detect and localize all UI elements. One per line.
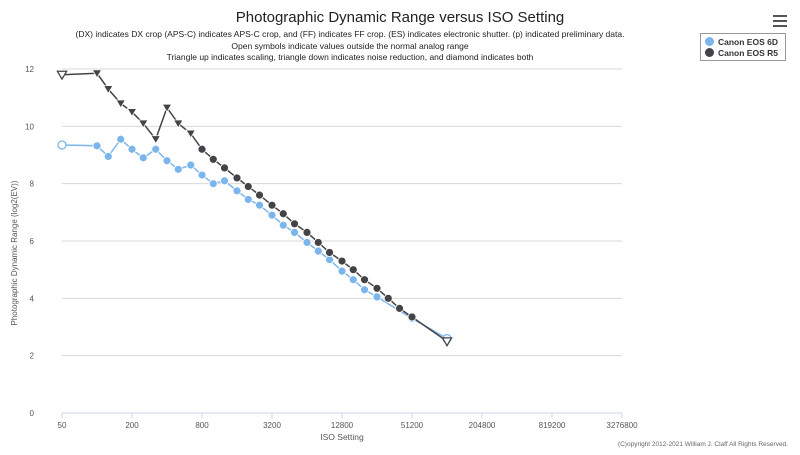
data-point-canon-eos-6d xyxy=(127,144,137,154)
data-point-canon-eos-r5 xyxy=(337,256,347,266)
series-line-canon-eos-6d xyxy=(61,138,448,340)
x-axis-title: ISO Setting xyxy=(320,432,364,442)
data-point-canon-eos-r5 xyxy=(137,119,149,129)
data-point-canon-eos-r5 xyxy=(325,248,334,257)
data-point-canon-eos-6d xyxy=(337,266,347,276)
data-point-canon-eos-r5 xyxy=(197,144,207,154)
x-tick-label: 200 xyxy=(125,421,139,430)
data-point-canon-eos-6d xyxy=(173,164,183,174)
x-tick-label: 3276800 xyxy=(606,421,638,430)
data-point-canon-eos-r5 xyxy=(255,190,264,200)
data-point-canon-eos-6d xyxy=(232,186,242,196)
data-point-canon-eos-6d xyxy=(313,246,323,256)
series-canon-eos-6d xyxy=(57,134,452,344)
copyright-notice: (C)opyright 2012-2021 William J. Claff A… xyxy=(617,441,788,448)
data-point-canon-eos-r5 xyxy=(56,70,68,81)
data-point-canon-eos-6d xyxy=(116,134,126,144)
data-point-canon-eos-r5 xyxy=(302,227,312,237)
chart-legend: Canon EOS 6D Canon EOS R5 xyxy=(700,33,786,61)
legend-label-canon-eos-r5: Canon EOS R5 xyxy=(718,47,778,58)
data-point-canon-eos-r5 xyxy=(313,238,323,247)
y-tick-label: 8 xyxy=(30,180,35,189)
data-point-canon-eos-r5 xyxy=(208,154,218,164)
data-point-canon-eos-r5 xyxy=(407,312,417,322)
legend-item-canon-eos-6d[interactable]: Canon EOS 6D xyxy=(705,36,778,47)
chart-subtitle-line-2: Open symbols indicate values outside the… xyxy=(231,41,469,51)
data-point-canon-eos-6d xyxy=(186,160,196,170)
data-point-canon-eos-r5 xyxy=(172,119,184,129)
data-point-canon-eos-r5 xyxy=(360,275,369,285)
legend-label-canon-eos-6d: Canon EOS 6D xyxy=(718,36,778,47)
data-point-canon-eos-r5 xyxy=(372,283,382,293)
data-point-canon-eos-6d xyxy=(151,144,161,154)
data-point-canon-eos-6d xyxy=(103,152,113,161)
chart-subtitle-line-1: (DX) indicates DX crop (APS-C) indicates… xyxy=(75,29,625,39)
hamburger-menu-icon[interactable] xyxy=(772,13,788,27)
data-point-canon-eos-6d xyxy=(302,238,312,247)
y-axis-title: Photographic Dynamic Range (log2(EV)) xyxy=(10,180,19,325)
y-tick-label: 2 xyxy=(30,352,35,361)
x-tick-label: 3200 xyxy=(263,421,281,430)
data-point-canon-eos-r5 xyxy=(232,173,242,183)
x-tick-label: 204800 xyxy=(469,421,496,430)
data-point-canon-eos-6d xyxy=(278,220,288,230)
data-point-canon-eos-6d xyxy=(138,153,148,163)
data-point-canon-eos-r5 xyxy=(126,108,138,118)
legend-swatch-canon-eos-6d xyxy=(705,37,714,46)
data-point-canon-eos-6d xyxy=(220,176,229,186)
data-point-canon-eos-6d xyxy=(360,285,369,295)
y-tick-label: 10 xyxy=(25,122,34,131)
y-tick-label: 0 xyxy=(30,409,35,418)
data-point-canon-eos-r5 xyxy=(220,163,229,173)
y-tick-label: 4 xyxy=(30,294,35,303)
x-tick-label: 50 xyxy=(58,421,67,430)
data-point-canon-eos-r5 xyxy=(243,182,253,191)
data-point-canon-eos-6d xyxy=(243,195,253,204)
x-tick-label: 819200 xyxy=(539,421,566,430)
data-point-canon-eos-r5 xyxy=(348,265,358,275)
data-point-canon-eos-r5 xyxy=(161,103,173,113)
data-point-canon-eos-r5 xyxy=(185,129,197,139)
data-point-canon-eos-r5 xyxy=(115,99,127,109)
chart-title: Photographic Dynamic Range versus ISO Se… xyxy=(235,9,565,26)
y-tick-label: 12 xyxy=(25,65,34,74)
data-point-canon-eos-r5 xyxy=(290,219,299,229)
data-point-canon-eos-6d xyxy=(267,210,277,220)
chart-subtitle-line-3: Triangle up indicates scaling, triangle … xyxy=(166,52,534,62)
data-point-canon-eos-r5 xyxy=(395,303,404,313)
data-point-canon-eos-r5 xyxy=(441,337,453,347)
x-tick-label: 800 xyxy=(195,421,209,430)
data-point-canon-eos-r5 xyxy=(150,135,162,145)
data-point-canon-eos-r5 xyxy=(91,69,103,79)
data-point-canon-eos-6d xyxy=(208,179,218,189)
data-point-canon-eos-6d xyxy=(372,292,382,302)
data-point-canon-eos-r5 xyxy=(278,209,288,219)
legend-swatch-canon-eos-r5 xyxy=(705,48,714,57)
data-point-canon-eos-r5 xyxy=(102,85,114,95)
legend-item-canon-eos-r5[interactable]: Canon EOS R5 xyxy=(705,47,778,58)
data-point-canon-eos-6d xyxy=(290,227,299,237)
series-canon-eos-r5 xyxy=(56,69,453,347)
data-point-canon-eos-6d xyxy=(255,200,264,210)
data-point-canon-eos-r5 xyxy=(383,293,393,303)
data-point-canon-eos-6d xyxy=(57,140,67,150)
y-tick-label: 6 xyxy=(30,237,35,246)
data-point-canon-eos-6d xyxy=(197,170,207,180)
x-tick-label: 51200 xyxy=(401,421,424,430)
data-point-canon-eos-6d xyxy=(348,275,358,285)
data-point-canon-eos-6d xyxy=(92,141,102,151)
x-tick-label: 12800 xyxy=(331,421,354,430)
data-point-canon-eos-r5 xyxy=(267,200,277,210)
data-point-canon-eos-6d xyxy=(162,156,172,166)
